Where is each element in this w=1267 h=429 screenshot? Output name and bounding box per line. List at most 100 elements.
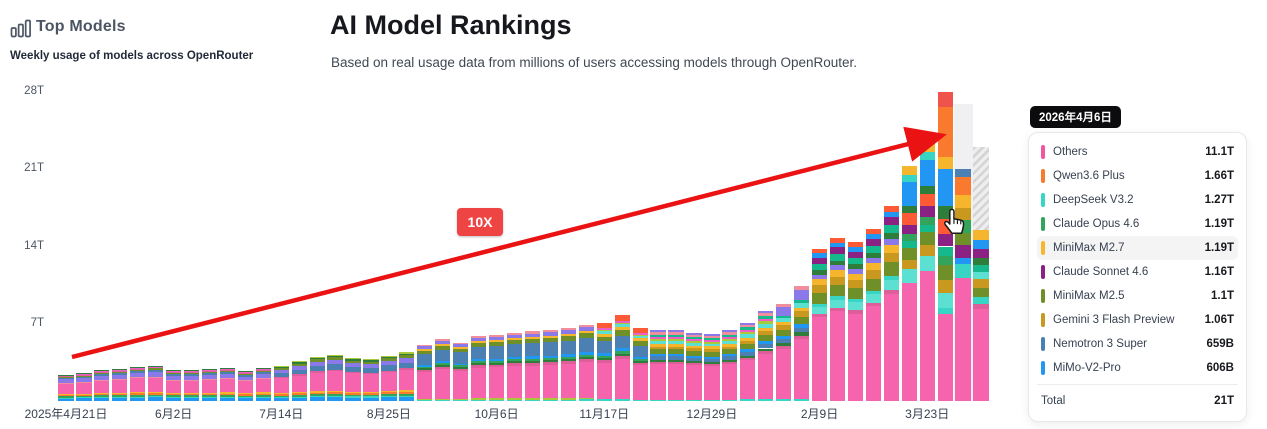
bar-week-14[interactable] (309, 356, 325, 401)
bar-segment-dkgreen (58, 374, 74, 376)
bar-week-32[interactable] (632, 328, 648, 401)
bar-week-23[interactable] (471, 335, 487, 401)
bar-week-46[interactable] (883, 205, 899, 401)
bar-segment-blue (758, 341, 774, 344)
tooltip-model-row[interactable]: Claude Opus 4.6 1.19T (1037, 212, 1238, 236)
bar-week-4[interactable] (130, 366, 146, 401)
bar-segment-teal (94, 396, 110, 398)
bar-week-26[interactable] (524, 331, 541, 401)
bar-segment-orange (166, 394, 182, 396)
bar-segment-goldenrod (704, 349, 720, 352)
bar-segment-green (506, 359, 523, 362)
bar-week-9[interactable] (219, 367, 236, 401)
bar-week-51[interactable] (973, 147, 989, 401)
bar-week-45[interactable] (865, 228, 881, 401)
bar-week-34[interactable] (668, 330, 684, 401)
bar-segment-orange (58, 395, 74, 397)
bar-week-30[interactable] (596, 322, 612, 401)
bar-week-2[interactable] (94, 370, 110, 401)
bar-segment-amber (650, 343, 666, 347)
bar-week-5[interactable] (148, 365, 164, 401)
bar-week-47[interactable] (901, 165, 917, 401)
bar-segment-goldenrod (668, 346, 684, 350)
bar-week-38[interactable] (740, 322, 756, 401)
bar-segment-orange (130, 393, 146, 395)
bar-week-39[interactable] (758, 310, 774, 401)
bar-segment-mpurple (417, 346, 433, 350)
bar-segment-dkpurple (865, 239, 881, 247)
bar-week-43[interactable] (829, 237, 846, 401)
tooltip-model-row[interactable]: Others 11.1T (1037, 140, 1238, 164)
model-color-chip (1041, 265, 1045, 279)
bar-segment-dkgreen (937, 206, 953, 219)
bar-week-25[interactable] (506, 332, 523, 401)
usage-stacked-bar-chart[interactable]: 7T 14T 21T 28T 2025年4月21日 6月2日 7月14日 8月25日 10月6日… (0, 0, 1010, 429)
bar-segment-steelblue (309, 366, 325, 372)
tooltip-model-row[interactable]: MiMo-V2-Pro 606B (1037, 356, 1238, 380)
bar-week-20[interactable] (417, 344, 433, 401)
bar-segment-steelblue (453, 352, 469, 364)
bar-week-15[interactable] (327, 354, 343, 401)
bar-week-42[interactable] (811, 248, 828, 401)
bar-week-16[interactable] (345, 357, 361, 401)
bar-week-50[interactable] (955, 169, 971, 401)
tooltip-model-row[interactable]: Nemotron 3 Super 659B (1037, 332, 1238, 356)
bar-week-7[interactable] (183, 370, 200, 401)
bar-segment-steelblue (201, 372, 218, 375)
bar-segment-green (309, 394, 325, 397)
bar-segment-pink (650, 364, 666, 400)
bar-week-13[interactable] (291, 361, 307, 401)
tooltip-model-row[interactable]: Claude Sonnet 4.6 1.16T (1037, 260, 1238, 284)
bar-week-37[interactable] (722, 330, 738, 401)
bar-week-8[interactable] (201, 368, 218, 401)
bar-week-21[interactable] (435, 339, 451, 401)
bar-week-11[interactable] (255, 367, 271, 401)
bar-week-44[interactable] (847, 242, 864, 401)
bar-week-41[interactable] (793, 286, 810, 401)
bar-segment-ygreen (758, 321, 774, 325)
bar-week-6[interactable] (166, 370, 182, 401)
bar-week-27[interactable] (542, 330, 559, 401)
bar-segment-crimson (596, 360, 612, 363)
bar-week-48[interactable] (919, 141, 935, 401)
tooltip-model-row[interactable]: MiniMax M2.5 1.1T (1037, 284, 1238, 308)
bar-segment-green (130, 394, 146, 397)
bar-segment-green (201, 395, 218, 397)
tooltip-model-row[interactable]: Qwen3.6 Plus 1.66T (1037, 164, 1238, 188)
bar-segment-goldenrod (919, 245, 935, 256)
bar-segment-blue (94, 397, 110, 401)
bar-week-0[interactable] (58, 374, 74, 401)
bar-week-40[interactable] (776, 303, 792, 401)
bar-segment-olive (596, 336, 612, 342)
bar-week-36[interactable] (704, 333, 720, 401)
bar-week-3[interactable] (112, 368, 128, 401)
bar-week-24[interactable] (488, 334, 505, 401)
bar-week-35[interactable] (686, 332, 702, 401)
bar-segment-emerald (811, 263, 828, 270)
bar-segment-blue (955, 257, 971, 265)
bar-week-28[interactable] (560, 328, 576, 401)
tooltip-model-row[interactable]: MiniMax M2.7 1.19T (1037, 236, 1238, 260)
bar-week-1[interactable] (76, 373, 92, 401)
bar-segment-magenta (201, 369, 218, 371)
bar-week-12[interactable] (273, 365, 289, 401)
bar-segment-olive (704, 351, 720, 357)
bar-segment-blue (776, 335, 792, 339)
bar-week-22[interactable] (453, 342, 469, 401)
bar-week-33[interactable] (650, 330, 666, 401)
tooltip-model-row[interactable]: Gemini 3 Flash Preview 1.06T (1037, 308, 1238, 332)
bar-week-19[interactable] (399, 352, 415, 401)
bar-week-29[interactable] (578, 324, 594, 401)
bar-week-10[interactable] (237, 371, 253, 401)
bar-segment-dkgreen (524, 360, 541, 363)
bar-segment-green (453, 365, 469, 368)
bar-week-49[interactable] (937, 92, 953, 401)
bar-segment-steelblue (542, 342, 559, 356)
bar-week-31[interactable] (614, 314, 630, 401)
bar-segment-teal (865, 290, 881, 295)
bar-segment-olive (309, 359, 325, 362)
bar-segment-mpurple (201, 374, 218, 379)
bar-week-18[interactable] (381, 355, 397, 401)
bar-week-17[interactable] (363, 359, 379, 401)
tooltip-model-row[interactable]: DeepSeek V3.2 1.27T (1037, 188, 1238, 212)
